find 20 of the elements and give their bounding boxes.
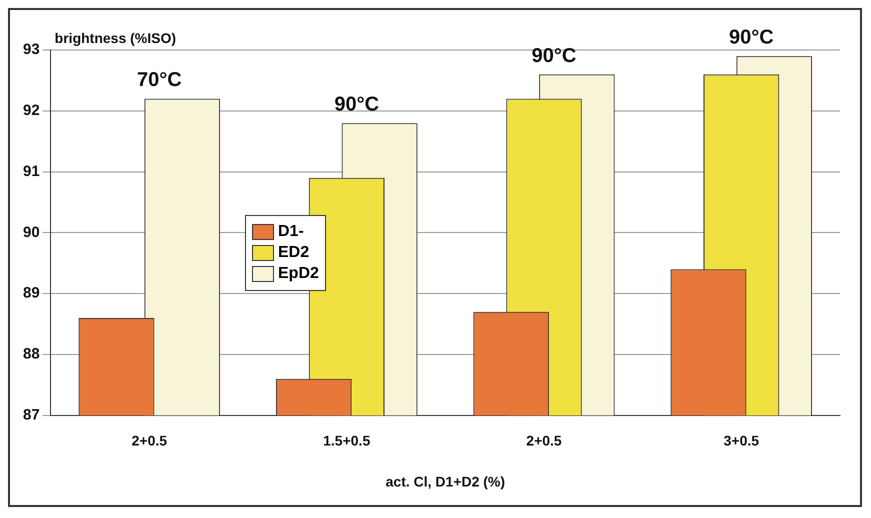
annotation: 70°C (137, 69, 182, 92)
x-axis-title: act. Cl, D1+D2 (%) (386, 473, 506, 490)
legend-label: D1- (278, 223, 304, 241)
y-tick-label: 90 (22, 224, 40, 241)
annotation: 90°C (334, 94, 380, 116)
y-tick-label: 92 (22, 102, 40, 120)
legend-label: ED2 (278, 244, 310, 262)
y-tick-label: 87 (22, 406, 40, 424)
y-tick-label: 88 (22, 346, 40, 363)
x-tick-label: 2+0.5 (526, 432, 562, 449)
annotation: 90°C (532, 44, 576, 67)
y-axis-title: brightness (%ISO) (54, 30, 176, 46)
legend-label: EpD2 (278, 265, 319, 283)
x-tick-label: 2+0.5 (132, 432, 168, 449)
text: 90°C (728, 26, 774, 49)
x-tick-label: 3+0.5 (724, 432, 760, 449)
y-tick-label: 89 (22, 284, 40, 302)
y-tick-label: 91 (22, 162, 40, 180)
y-tick-label: 93 (22, 41, 40, 58)
x-tick-label: 1.5+0.5 (323, 432, 370, 449)
